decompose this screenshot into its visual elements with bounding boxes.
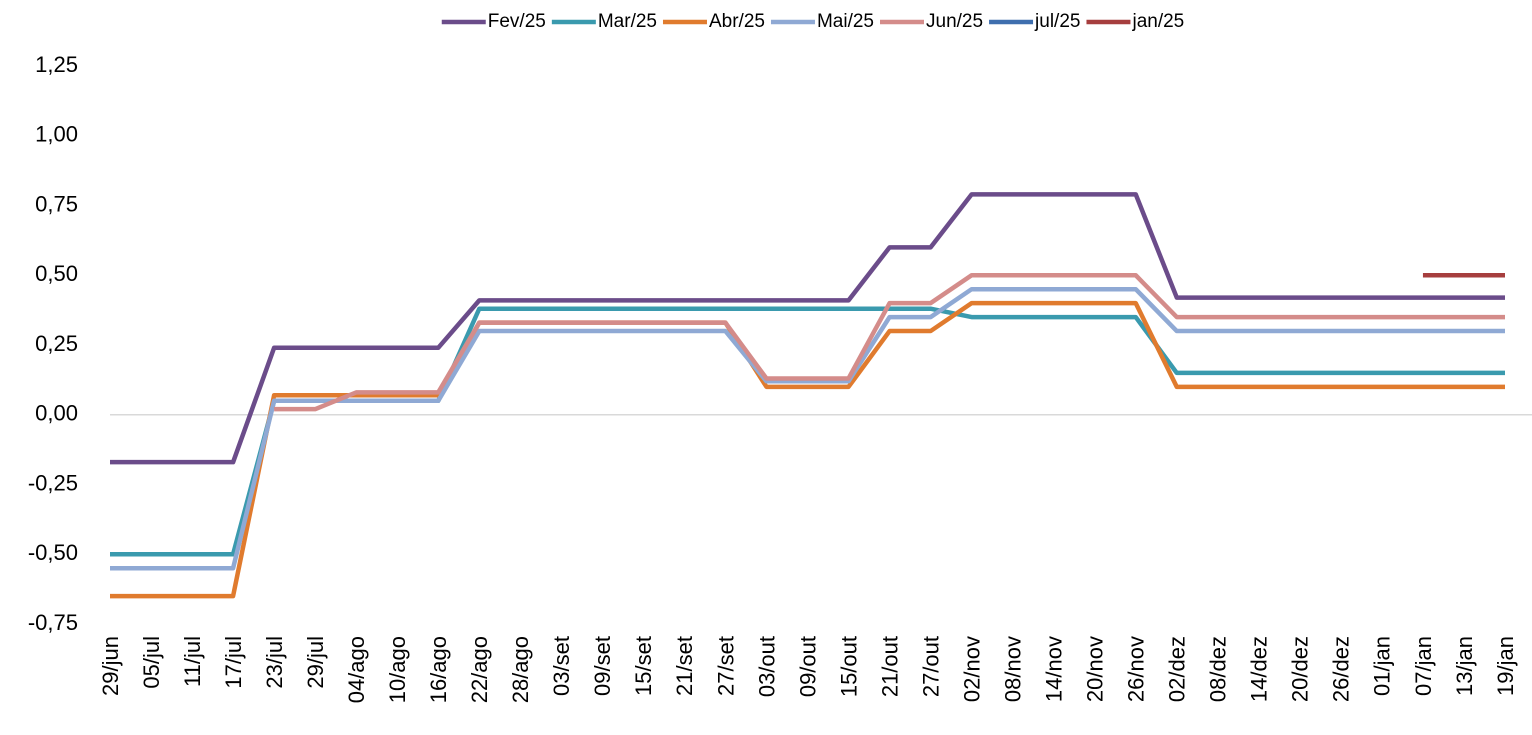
y-tick-label: -0,50 — [28, 540, 78, 565]
x-tick-label: 29/jul — [303, 636, 328, 689]
x-tick-label: 14/nov — [1041, 636, 1066, 702]
x-tick-label: 19/jan — [1493, 636, 1518, 696]
legend-label: jul/25 — [1034, 11, 1080, 32]
x-tick-label: 23/jul — [262, 636, 287, 689]
x-tick-label: 07/jan — [1411, 636, 1436, 696]
x-tick-label: 27/out — [918, 636, 943, 697]
y-tick-label: 0,00 — [35, 401, 78, 426]
x-tick-label: 26/nov — [1124, 636, 1149, 702]
y-tick-label: 0,25 — [35, 331, 78, 356]
x-tick-label: 13/jan — [1452, 636, 1477, 696]
x-tick-label: 20/dez — [1288, 636, 1313, 702]
x-tick-label: 28/ago — [508, 636, 533, 703]
x-tick-label: 10/ago — [385, 636, 410, 703]
x-tick-label: 27/set — [713, 636, 738, 696]
legend-label: Mai/25 — [817, 11, 874, 32]
x-tick-label: 01/jan — [1370, 636, 1395, 696]
y-tick-label: 1,00 — [35, 122, 78, 147]
x-tick-label: 09/out — [795, 636, 820, 697]
x-tick-label: 11/jul — [180, 636, 205, 687]
x-tick-label: 05/jul — [139, 636, 164, 689]
series-line — [110, 192, 1505, 465]
x-tick-label: 14/dez — [1247, 636, 1272, 702]
x-tick-label: 08/nov — [1000, 636, 1025, 702]
x-tick-label: 29/jun — [98, 636, 123, 696]
x-tick-label: 20/nov — [1083, 636, 1108, 702]
x-tick-label: 02/dez — [1165, 636, 1190, 702]
series-line — [110, 286, 1505, 571]
x-tick-label: 15/set — [631, 636, 656, 696]
y-tick-label: 0,50 — [35, 261, 78, 286]
x-tick-label: 03/set — [549, 636, 574, 696]
legend-label: Abr/25 — [709, 11, 765, 32]
x-tick-label: 26/dez — [1329, 636, 1354, 702]
x-tick-label: 21/out — [877, 636, 902, 697]
legend-label: Mar/25 — [598, 11, 657, 32]
x-tick-label: 16/ago — [426, 636, 451, 703]
x-tick-label: 04/ago — [344, 636, 369, 703]
legend-label: Fev/25 — [488, 11, 546, 32]
x-tick-label: 17/jul — [221, 636, 246, 689]
x-tick-label: 03/out — [754, 636, 779, 697]
y-tick-label: -0,25 — [28, 470, 78, 495]
legend-label: jan/25 — [1131, 11, 1184, 32]
x-tick-label: 09/set — [590, 636, 615, 696]
series-line — [110, 300, 1505, 599]
x-tick-label: 02/nov — [959, 636, 984, 702]
series-line — [274, 273, 1505, 412]
x-tick-label: 15/out — [836, 636, 861, 697]
y-tick-label: -0,75 — [28, 610, 78, 635]
legend-label: Jun/25 — [926, 11, 983, 32]
y-tick-label: 0,75 — [35, 191, 78, 216]
x-tick-label: 21/set — [672, 636, 697, 696]
legend: Fev/25 Mar/25 Abr/25 Mai/25 Jun/25 jul/25 jan/… — [441, 11, 1184, 32]
x-tick-label: 08/dez — [1206, 636, 1231, 702]
x-tick-label: 22/ago — [467, 636, 492, 703]
y-tick-label: 1,25 — [35, 52, 78, 77]
